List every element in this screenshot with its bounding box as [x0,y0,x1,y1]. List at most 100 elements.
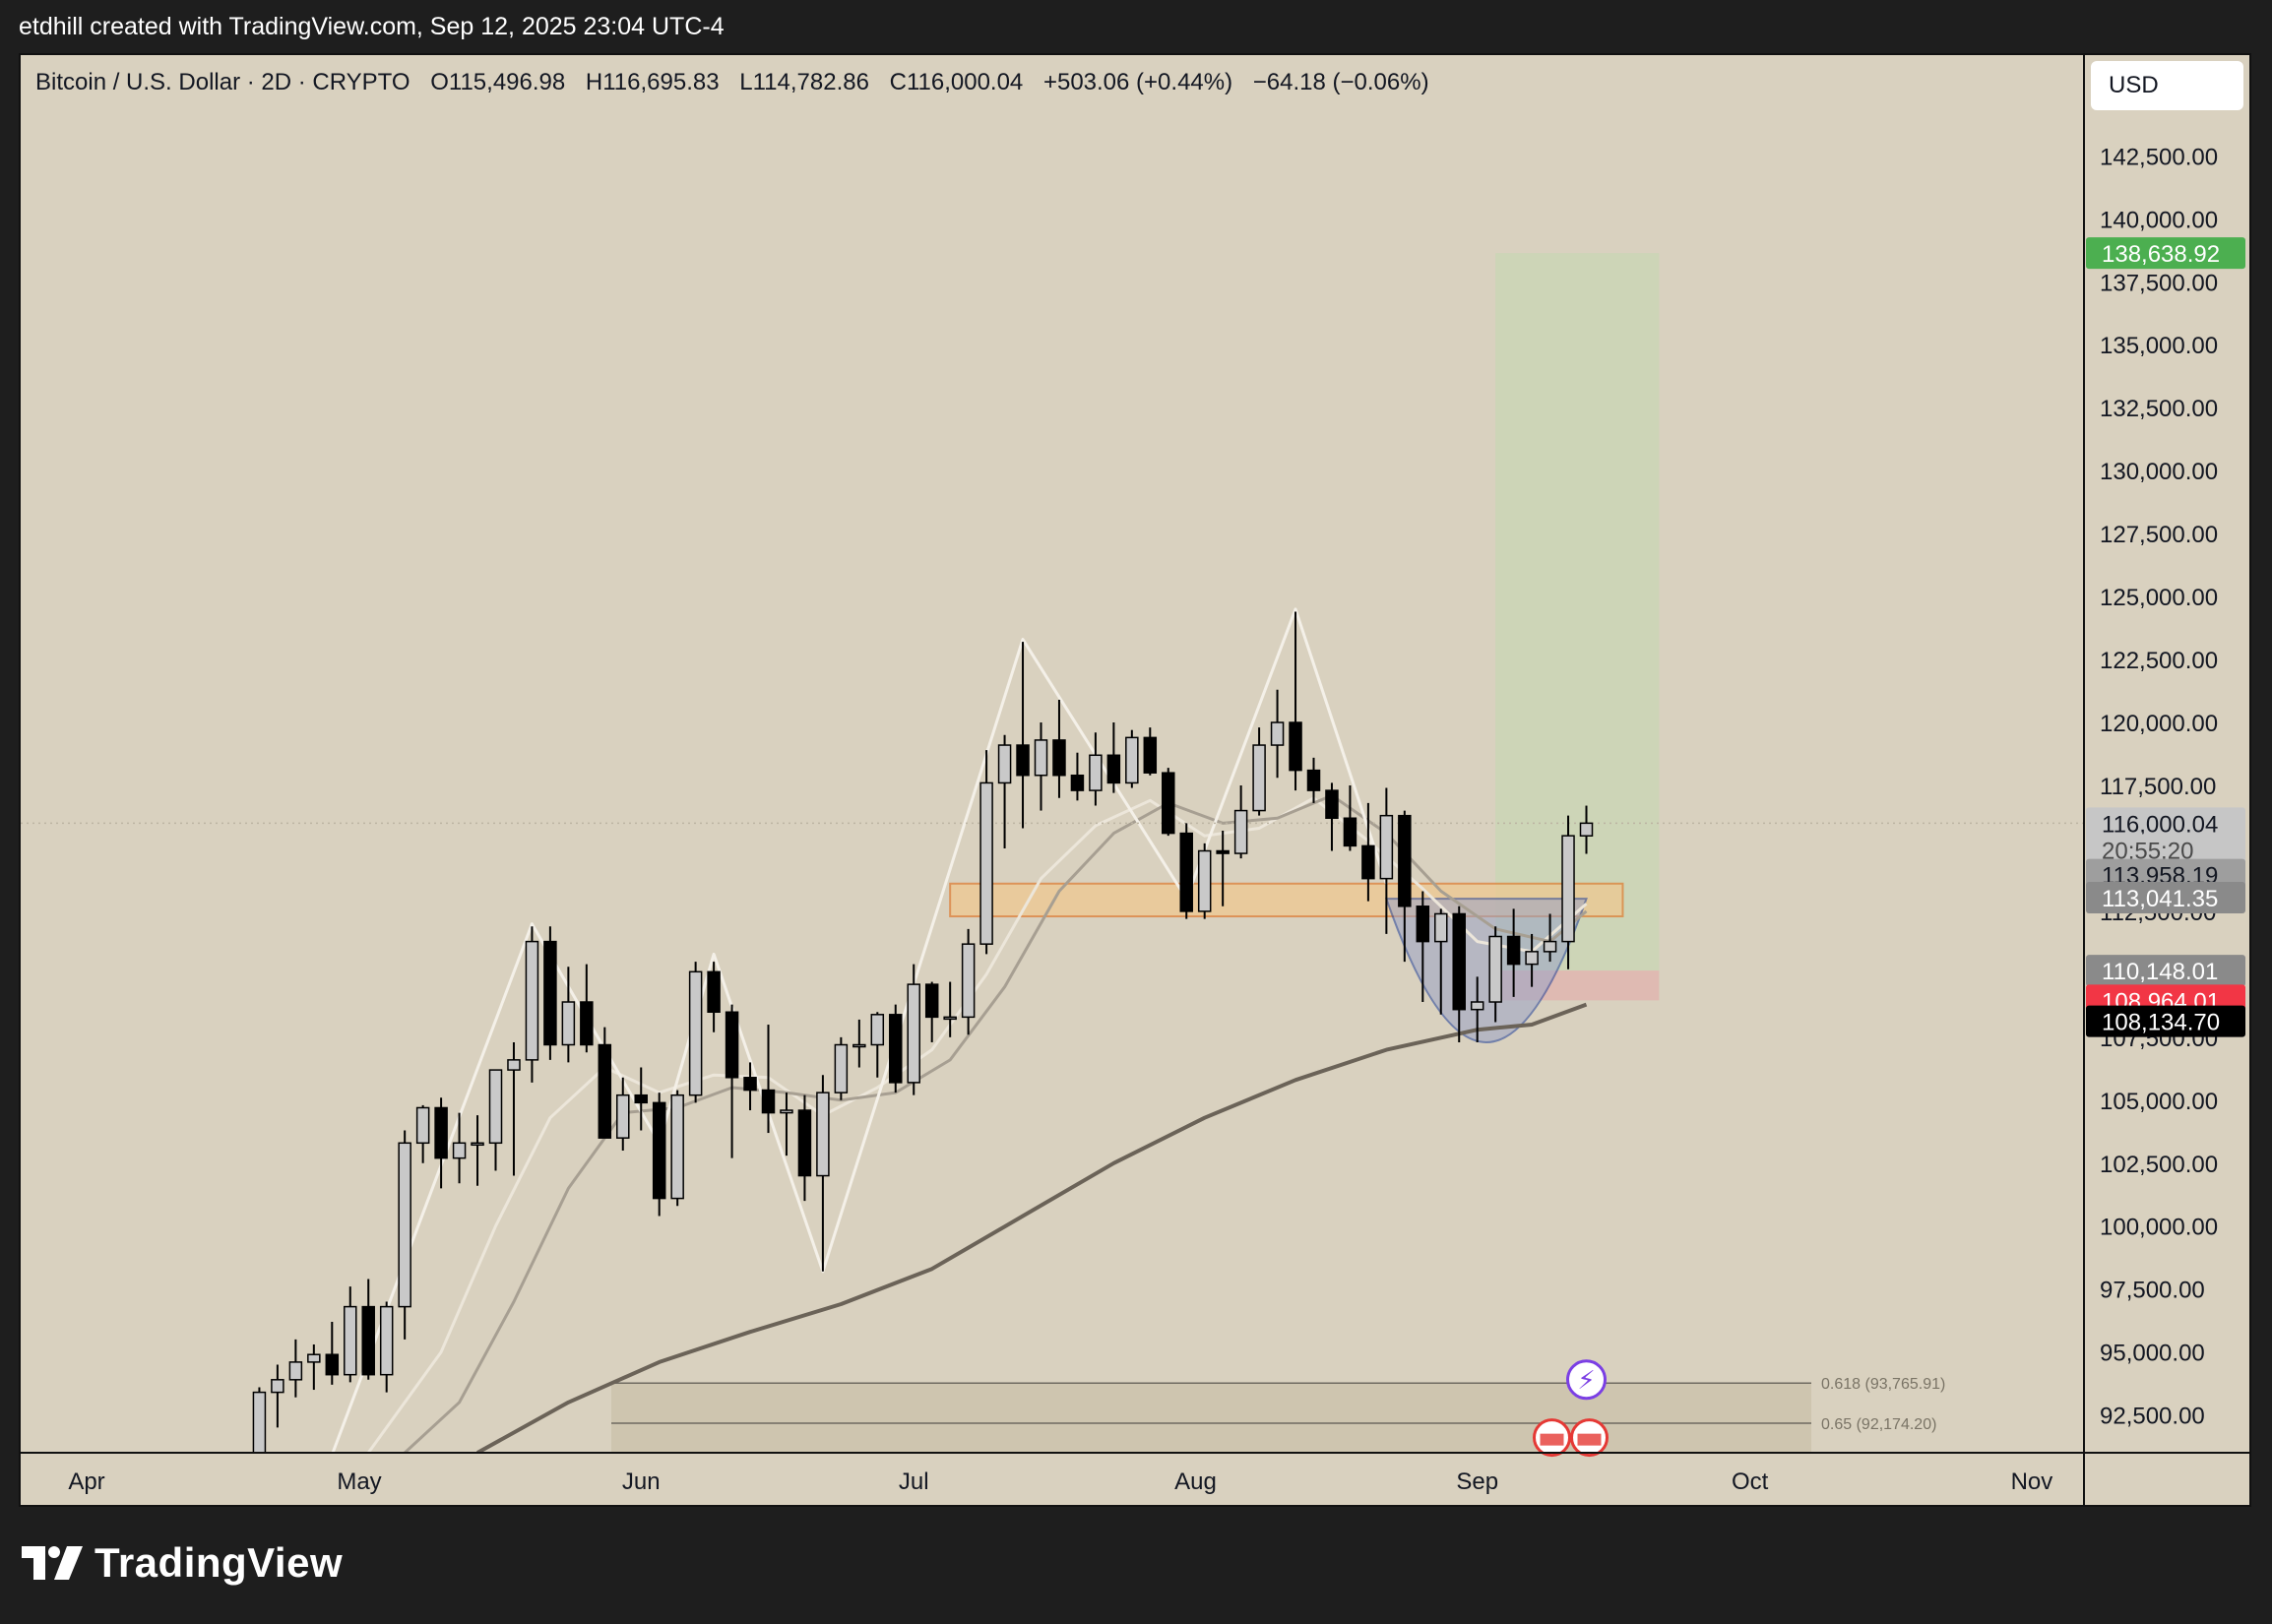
candle-up [252,1391,267,1453]
price-label: 113,041.35 [2102,886,2218,912]
candle-down [725,1011,739,1079]
candle-down [1416,906,1430,943]
tradingview-logo[interactable]: TradingView [22,1538,343,1588]
candle-up [507,1059,521,1071]
moving-average-dark [476,1002,1588,1453]
candle-up [344,1305,357,1376]
candle-up [961,943,976,1019]
candle-down [1106,754,1121,784]
price-tick-label: 137,500.00 [2100,270,2218,296]
candle-up [452,1142,467,1159]
symbol-name[interactable]: Bitcoin / U.S. Dollar · 2D · CRYPTO [35,69,410,95]
candle-up [1579,822,1594,837]
price-tick-label: 117,500.00 [2100,774,2216,800]
time-tick-label: May [337,1468,381,1495]
price-label-bg [2086,882,2245,914]
candle-down [325,1353,340,1376]
ohlc-close: C116,000.04 [889,69,1024,95]
candle-up [471,1142,484,1147]
time-tick-label: Oct [1732,1468,1769,1495]
price-tick-label: 135,000.00 [2100,333,2218,359]
fib-zone [611,1383,1811,1453]
candle-up [816,1092,830,1177]
candle-up [1233,809,1248,854]
candle-down [598,1043,612,1139]
price-tick-label: 125,000.00 [2100,585,2218,611]
time-tick-label: Jul [899,1468,929,1495]
currency-button[interactable]: USD [2091,61,2243,110]
candle-up [488,1069,503,1145]
candle-up [1197,849,1212,912]
us-flag-stripes [1540,1433,1564,1446]
plot-area: 0.618 (93,765.91) 0.65 (92,174.20) [21,253,2084,1453]
candle-down [1052,739,1066,777]
candle-down [1325,789,1339,819]
time-tick-label: Jun [622,1468,661,1495]
candle-up [1470,1001,1484,1011]
candle-up [379,1305,394,1376]
price-label-bg [2086,834,2245,866]
candle-up [870,1014,885,1046]
candle-up [1252,744,1266,812]
candle-down [580,1001,594,1046]
price-tick-label: 120,000.00 [2100,711,2218,737]
candle-up [398,1142,411,1308]
candle-up [1379,814,1394,880]
price-label-bg [2086,807,2245,840]
candle-up [670,1093,684,1200]
candle-up [271,1379,284,1394]
candle-up [834,1043,849,1093]
candle-down [1452,912,1466,1011]
candle-down [434,1106,448,1159]
time-tick-label: Nov [2011,1468,2053,1495]
candle-up [1089,754,1103,791]
price-label: 138,638.92 [2102,241,2220,268]
chart-panel[interactable]: 0.618 (93,765.91) 0.65 (92,174.20) ⚡ 92,500… [19,53,2251,1507]
candle-up [561,1001,576,1046]
event-icon [1566,1359,1607,1401]
candle-up [1488,935,1502,1003]
change-value: +503.06 (+0.44%) [1042,69,1233,95]
candle-up [1543,940,1557,953]
time-tick-label: Aug [1174,1468,1217,1495]
candle-up [943,1016,957,1021]
candle-down [543,940,557,1046]
candle-up [307,1353,321,1363]
candle-down [1143,736,1158,774]
pattern-line [331,607,1388,1453]
attribution-bar: etdhill created with TradingView.com, Se… [19,13,725,40]
candle-up [1434,912,1448,943]
candle-up [1125,736,1139,784]
ohlc-high: H116,695.83 [585,69,720,95]
ohlc-open: O115,496.98 [430,69,566,95]
candle-down [652,1101,666,1200]
candle-up [1270,721,1285,746]
brand-name: TradingView [95,1539,344,1586]
candle-up [780,1109,793,1114]
price-label: 116,000.04 [2102,811,2218,838]
candle-down [1398,814,1412,907]
price-tick-label: 122,500.00 [2100,648,2218,674]
candle-up [1561,835,1575,943]
price-tick-label: 100,000.00 [2100,1215,2218,1241]
price-tick-label: 142,500.00 [2100,144,2218,170]
price-tick-label: 92,500.00 [2100,1404,2205,1430]
candle-up [525,940,539,1061]
lightning-icon: ⚡ [1577,1366,1595,1396]
candle-down [1162,772,1175,835]
candle-down [1016,744,1030,777]
price-tick-label: 130,000.00 [2100,459,2218,485]
change-value-2: −64.18 (−0.06%) [1252,69,1429,95]
candle-down [889,1014,903,1084]
candle-up [1034,739,1048,777]
candle-down [707,970,721,1014]
target-zone [1495,253,1660,971]
time-tick-label: Sep [1456,1468,1498,1495]
chart-canvas[interactable]: 0.618 (93,765.91) 0.65 (92,174.20) ⚡ 92,500… [21,55,2249,1505]
candle-down [924,983,939,1019]
price-tick-label: 127,500.00 [2100,522,2218,548]
time-tick-label: Apr [68,1468,104,1495]
price-tick-label: 105,000.00 [2100,1089,2218,1115]
price-tick-label: 95,000.00 [2100,1341,2205,1367]
tradingview-icon [22,1546,83,1580]
